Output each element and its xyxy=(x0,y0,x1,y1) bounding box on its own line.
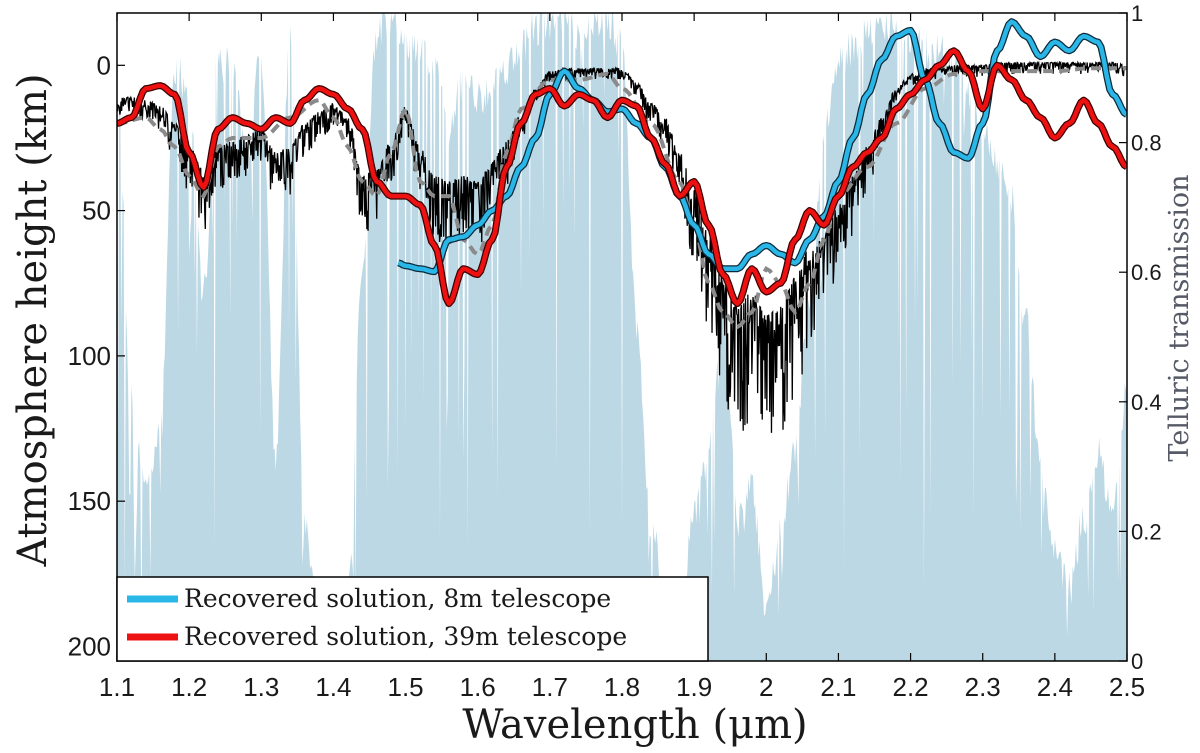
y-axis-label: Atmosphere height (km) xyxy=(10,73,56,567)
x-tick-label: 1.5 xyxy=(387,672,423,702)
legend: Recovered solution, 8m telescope Recover… xyxy=(116,576,709,662)
x-tick-label: 2.3 xyxy=(965,672,1001,702)
y2-axis-label: Telluric transmission xyxy=(1164,174,1195,461)
plot-layer xyxy=(117,13,1127,661)
series-8m-line xyxy=(397,19,1127,274)
y2-tick-label: 0.6 xyxy=(1131,260,1162,285)
x-tick-label: 2.2 xyxy=(892,672,928,702)
x-tick-label: 1.8 xyxy=(604,672,640,702)
y2-tick-label: 1 xyxy=(1131,1,1143,26)
legend-label-8m: Recovered solution, 8m telescope xyxy=(184,584,611,613)
y2-tick-label: 0 xyxy=(1131,649,1143,674)
x-tick-label: 1.1 xyxy=(99,672,135,702)
y2-tick-label: 0.2 xyxy=(1131,519,1162,544)
x-tick-label: 1.3 xyxy=(243,672,279,702)
x-axis-label: Wavelength (μm) xyxy=(462,702,807,748)
legend-box xyxy=(116,576,709,662)
legend-label-39m: Recovered solution, 39m telescope xyxy=(184,622,627,651)
y-tick-label: 200 xyxy=(68,631,111,661)
x-tick-label: 1.4 xyxy=(315,672,351,702)
y2-tick-label: 0.8 xyxy=(1131,131,1162,156)
x-tick-label: 2 xyxy=(759,672,773,702)
x-tick-label: 1.6 xyxy=(460,672,496,702)
x-tick-label: 2.5 xyxy=(1109,672,1145,702)
x-tick-label: 2.1 xyxy=(820,672,856,702)
x-tick-label: 1.9 xyxy=(676,672,712,702)
y-tick-label: 150 xyxy=(68,486,111,516)
y-tick-label: 0 xyxy=(97,50,111,80)
x-tick-label: 1.2 xyxy=(171,672,207,702)
model-height-line xyxy=(117,60,1127,433)
series-39m-line xyxy=(117,48,1127,306)
y2-tick-label: 0.4 xyxy=(1131,390,1162,415)
x-tick-label: 1.7 xyxy=(532,672,568,702)
y-tick-label: 50 xyxy=(82,196,111,226)
ticks-layer: 1.1 1.2 1.3 1.4 1.5 1.6 1.7 1.8 1.9 2 2.1 2.2 2.3 2.4… xyxy=(68,1,1162,702)
y-tick-label: 100 xyxy=(68,341,111,371)
x-tick-label: 2.4 xyxy=(1037,672,1073,702)
